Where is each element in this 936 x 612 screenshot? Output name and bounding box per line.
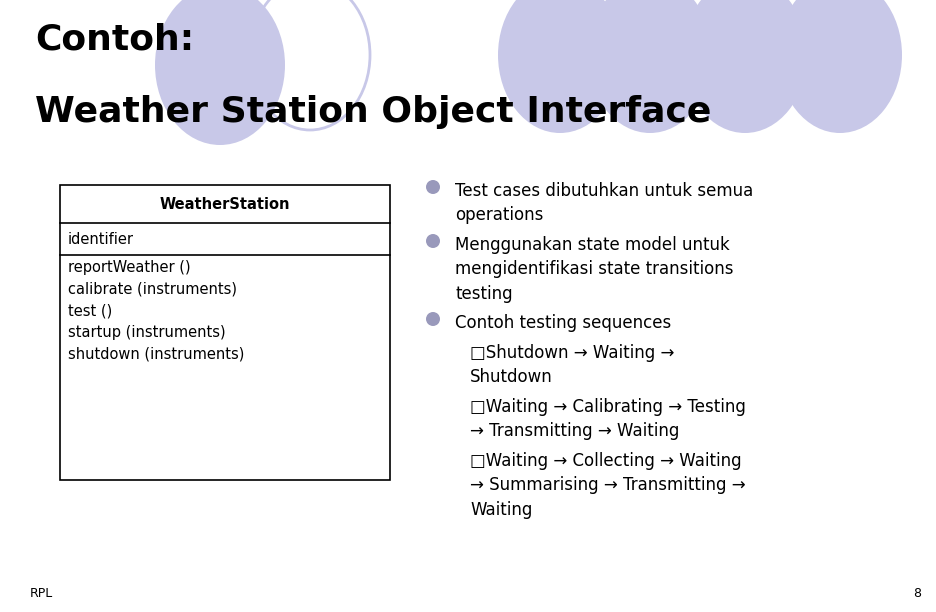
Text: Contoh testing sequences: Contoh testing sequences xyxy=(455,314,671,332)
Text: Contoh:: Contoh: xyxy=(35,22,194,56)
Text: WeatherStation: WeatherStation xyxy=(160,196,290,212)
Ellipse shape xyxy=(778,0,902,133)
Text: RPL: RPL xyxy=(30,587,53,600)
Text: Menggunakan state model untuk
mengidentifikasi state transitions
testing: Menggunakan state model untuk mengidenti… xyxy=(455,236,734,302)
Text: Weather Station Object Interface: Weather Station Object Interface xyxy=(35,95,711,129)
Circle shape xyxy=(426,234,440,248)
Ellipse shape xyxy=(498,0,622,133)
Text: 8: 8 xyxy=(913,587,921,600)
Circle shape xyxy=(426,312,440,326)
Bar xyxy=(60,185,390,480)
Ellipse shape xyxy=(588,0,712,133)
Text: identifier: identifier xyxy=(68,231,134,247)
Text: □Shutdown → Waiting →
Shutdown: □Shutdown → Waiting → Shutdown xyxy=(470,344,674,386)
Text: reportWeather ()
calibrate (instruments)
test ()
startup (instruments)
shutdown : reportWeather () calibrate (instruments)… xyxy=(68,260,244,362)
Text: □Waiting → Collecting → Waiting
→ Summarising → Transmitting →
Waiting: □Waiting → Collecting → Waiting → Summar… xyxy=(470,452,746,518)
Text: □Waiting → Calibrating → Testing
→ Transmitting → Waiting: □Waiting → Calibrating → Testing → Trans… xyxy=(470,398,746,440)
Ellipse shape xyxy=(683,0,807,133)
Ellipse shape xyxy=(155,0,285,145)
Circle shape xyxy=(426,180,440,194)
Text: Test cases dibutuhkan untuk semua
operations: Test cases dibutuhkan untuk semua operat… xyxy=(455,182,753,225)
